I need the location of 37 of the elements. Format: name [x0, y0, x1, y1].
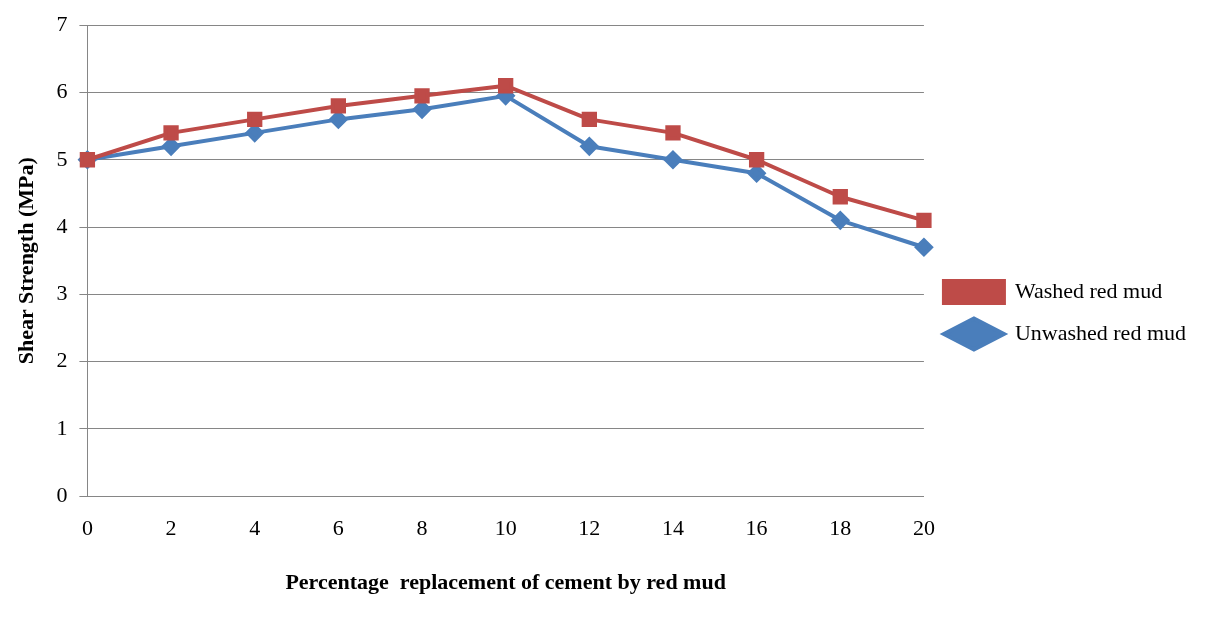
point	[330, 98, 347, 114]
y-tick-label: 7	[56, 10, 68, 36]
y-tick-label: 0	[56, 481, 68, 507]
point	[581, 111, 597, 128]
x-tick-label: 12	[578, 515, 601, 541]
x-tick-label: 20	[912, 515, 935, 541]
x-tick-label: 14	[661, 515, 684, 541]
point	[498, 78, 514, 94]
point	[914, 238, 933, 257]
point	[831, 211, 850, 230]
legend-label: Washed red mud	[1014, 277, 1163, 303]
y-tick-label: 1	[56, 414, 68, 440]
point	[163, 125, 179, 141]
point	[580, 137, 599, 156]
point	[832, 189, 848, 205]
x-tick-label: 8	[416, 515, 428, 541]
x-tick-label: 10	[494, 515, 517, 541]
x-axis-title: Percentage replacement of cement by red mud	[285, 569, 726, 595]
point	[247, 111, 263, 128]
point	[916, 212, 932, 228]
point	[414, 88, 430, 104]
x-tick-label: 0	[81, 515, 93, 541]
x-tick-label: 4	[249, 515, 261, 541]
y-tick-label: 3	[56, 280, 68, 306]
x-tick-label: 16	[745, 515, 768, 541]
x-tick-label: 18	[829, 515, 852, 541]
x-tick-label: 6	[332, 515, 344, 541]
y-axis-title: Shear Strength (MPa)	[12, 157, 38, 365]
y-tick-label: 5	[56, 145, 68, 171]
legend-label: Unwashed red mud	[1014, 319, 1187, 345]
point	[663, 150, 682, 169]
point	[665, 125, 681, 141]
x-tick-label: 2	[165, 515, 177, 541]
y-tick-label: 2	[56, 347, 68, 373]
y-tick-label: 4	[56, 212, 68, 238]
point	[748, 152, 765, 168]
y-tick-label: 6	[56, 78, 68, 104]
